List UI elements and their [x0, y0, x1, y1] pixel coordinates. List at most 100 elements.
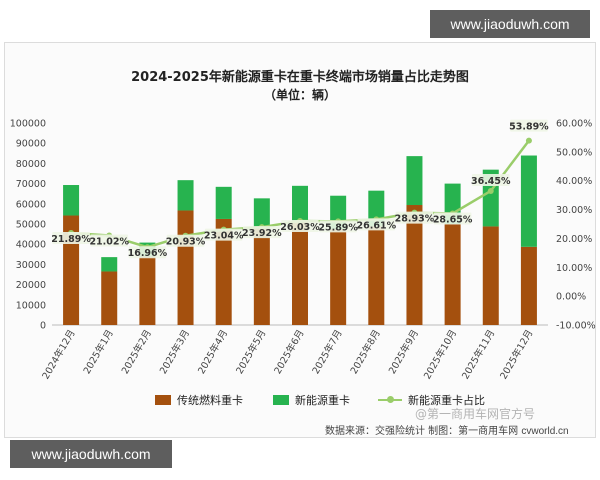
share-data-label: 26.61% [357, 220, 397, 231]
share-label-bg [281, 220, 319, 233]
x-category-label: 2024年12月 [40, 328, 78, 382]
bar-traditional [482, 226, 499, 325]
share-data-label: 25.89% [318, 222, 358, 233]
share-data-label: 23.92% [242, 228, 282, 239]
x-category-label: 2025年10月 [421, 328, 459, 382]
bar-traditional [406, 205, 423, 325]
left-axis-ticks: 0 10000 20000 30000 40000 50000 60000 70000 8000… [10, 119, 46, 332]
chart-title: 2024-2025年新能源重卡在重卡终端市场销量占比走势图 [131, 70, 469, 85]
legend-label-traditional: 传统燃料重卡 [177, 394, 243, 407]
y-left-tick-label: 10000 [16, 300, 46, 311]
bar-traditional [101, 271, 118, 325]
y-right-tick-label: 40.00% [556, 176, 592, 187]
bar-traditional [520, 246, 537, 325]
x-category-label: 2025年6月 [272, 328, 307, 377]
chart-subtitle: （单位：辆） [263, 88, 336, 102]
legend-label-share: 新能源重卡占比 [408, 394, 485, 407]
share-label-bg [471, 173, 510, 186]
x-category-label: 2025年2月 [119, 328, 154, 377]
share-data-label: 36.45% [471, 176, 511, 187]
source-text: 数据来源：交强险统计 制图：第一商用车网 [325, 426, 519, 437]
share-data-label: 23.04% [204, 231, 244, 242]
watermark-top: www.jiaoduwh.com [430, 10, 590, 38]
x-category-label: 2025年3月 [157, 328, 192, 377]
bar-traditional [330, 229, 347, 325]
bar-traditional [292, 221, 308, 325]
source-brand: cvworld.cn [521, 426, 569, 437]
share-label-bg [90, 234, 129, 247]
bar-traditional [253, 228, 270, 325]
bar-new-energy [101, 257, 118, 272]
share-label-bg [52, 231, 90, 244]
y-left-tick-label: 50000 [16, 220, 46, 231]
legend-item-traditional: 传统燃料重卡 [155, 392, 243, 408]
y-left-tick-label: 100000 [10, 119, 46, 130]
legend-item-share: 新能源重卡占比 [378, 392, 485, 408]
share-label-bg [166, 234, 205, 247]
share-label-bg [243, 226, 281, 239]
bar-new-energy [406, 156, 423, 206]
wechat-watermark: @第一商用车网官方号 [415, 407, 536, 421]
share-data-label: 26.03% [280, 222, 320, 233]
y-left-tick-label: 80000 [16, 159, 46, 170]
y-left-tick-label: 60000 [16, 199, 46, 210]
share-label-bg [204, 228, 243, 241]
legend-swatch-traditional [155, 395, 171, 405]
x-category-label: 2025年9月 [386, 328, 421, 377]
y-left-tick-label: 30000 [16, 260, 46, 271]
right-axis-ticks: -10.00% 0.00% 10.00% 20.00% 30.00% 40.00% 50.0… [556, 119, 596, 332]
x-category-label: 2025年4月 [195, 328, 230, 377]
x-category-label: 2025年1月 [81, 328, 116, 377]
y-right-tick-label: 60.00% [556, 119, 592, 130]
bar-series [63, 155, 537, 325]
legend-swatch-new-energy [273, 395, 289, 405]
share-data-label: 21.02% [89, 236, 129, 247]
share-data-label: 28.65% [433, 214, 473, 225]
bar-traditional [215, 218, 232, 325]
y-right-tick-label: 30.00% [556, 205, 592, 216]
share-data-labels: 21.89%21.02%16.96%20.93%23.04%23.92%26.0… [51, 119, 549, 259]
y-left-tick-label: 90000 [16, 139, 46, 150]
share-data-label: 20.93% [166, 237, 206, 248]
share-data-label: 21.89% [51, 234, 91, 245]
share-label-bg [319, 220, 357, 233]
x-category-label: 2025年12月 [497, 328, 535, 382]
share-label-bg [395, 211, 434, 224]
source-note: 数据来源：交强险统计 制图：第一商用车网 cvworld.cn [325, 422, 569, 437]
y-right-tick-label: 20.00% [556, 234, 592, 245]
share-label-bg [510, 119, 548, 132]
bar-traditional [177, 210, 194, 325]
share-point [487, 187, 494, 194]
bar-traditional [139, 256, 156, 325]
y-right-tick-label: -10.00% [556, 321, 596, 332]
y-right-tick-label: 0.00% [556, 292, 586, 303]
y-left-tick-label: 20000 [16, 280, 46, 291]
share-point [525, 137, 532, 144]
legend-swatch-share [378, 395, 402, 405]
legend-item-new-energy: 新能源重卡 [273, 392, 350, 408]
y-right-tick-label: 10.00% [556, 263, 592, 274]
category-tick-labels: 2024年12月 2025年1月 2025年2月 2025年3月 2025年4月 2025… [40, 328, 536, 382]
y-left-tick-label: 40000 [16, 240, 46, 251]
x-category-label: 2025年5月 [233, 328, 268, 377]
share-data-label: 28.93% [395, 214, 435, 225]
bar-traditional [444, 224, 461, 325]
bar-traditional [368, 226, 385, 325]
share-data-label: 16.96% [128, 248, 168, 259]
watermark-bottom: www.jiaoduwh.com [10, 440, 172, 468]
bar-new-energy [520, 155, 537, 247]
y-left-tick-label: 70000 [16, 179, 46, 190]
bar-new-energy [215, 186, 232, 219]
y-left-tick-label: 0 [40, 321, 46, 332]
bar-new-energy [63, 185, 80, 216]
share-data-label: 53.89% [509, 122, 549, 133]
share-label-bg [128, 246, 167, 259]
y-right-tick-label: 50.00% [556, 147, 592, 158]
share-label-bg [357, 218, 396, 231]
share-label-bg [433, 212, 472, 225]
legend-label-new-energy: 新能源重卡 [295, 394, 350, 407]
bar-new-energy [177, 180, 194, 211]
x-category-label: 2025年7月 [310, 328, 345, 377]
bar-new-energy [292, 185, 308, 222]
